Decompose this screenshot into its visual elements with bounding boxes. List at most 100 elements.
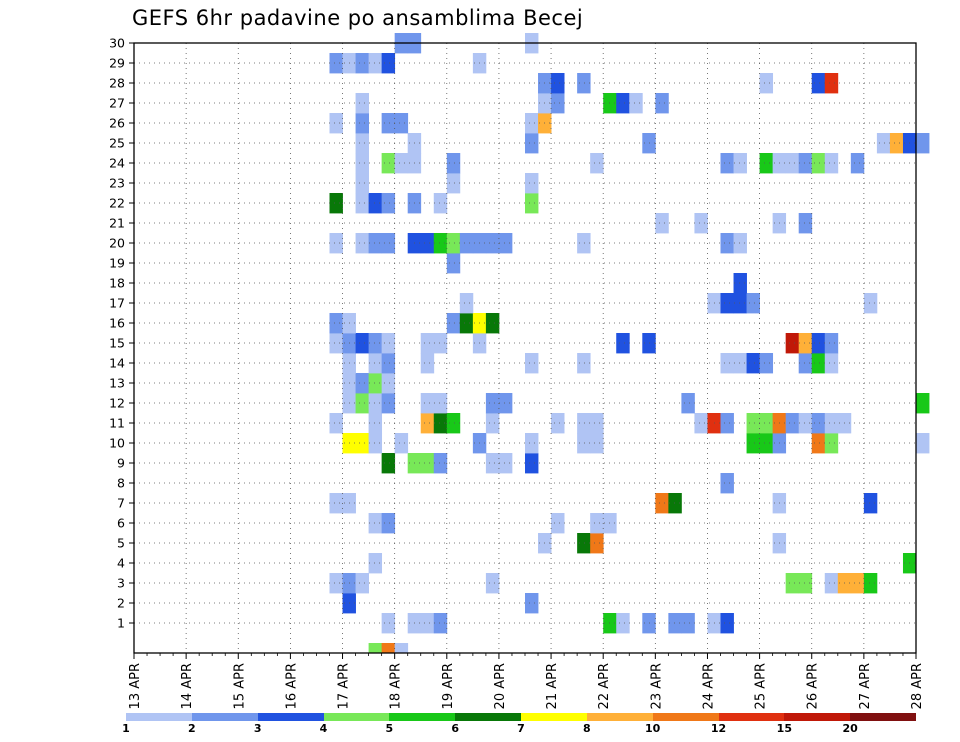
- heatmap-cell: [498, 393, 513, 414]
- x-tick-label: 25 APR: [754, 663, 769, 709]
- heatmap-cell: [433, 453, 448, 474]
- heatmap-cell: [720, 293, 734, 314]
- x-tick-label: 18 APR: [389, 663, 404, 709]
- x-tick-label: 27 APR: [858, 663, 873, 709]
- y-tick-label: 15: [109, 336, 125, 351]
- colorbar-label: 2: [188, 722, 196, 735]
- heatmap-cell: [577, 73, 591, 94]
- y-tick-label: 12: [109, 396, 125, 411]
- heatmap-cell: [681, 613, 695, 634]
- heatmap-cell: [525, 133, 539, 154]
- heatmap-cell: [590, 433, 604, 454]
- heatmap-cell: [355, 333, 369, 354]
- heatmap-cell: [381, 373, 396, 394]
- colorbar-label: 5: [385, 722, 394, 735]
- heatmap-cell: [355, 133, 369, 154]
- heatmap-cell: [485, 413, 500, 434]
- y-tick-label: 19: [109, 256, 125, 271]
- y-tick-label: 23: [109, 176, 125, 191]
- y-tick-label: 8: [117, 476, 125, 491]
- heatmap-cell: [329, 193, 343, 214]
- x-tick-label: 14 APR: [180, 663, 195, 709]
- heatmap-cell: [824, 433, 839, 454]
- heatmap-cell: [485, 313, 500, 334]
- heatmap-cell: [355, 153, 369, 174]
- heatmap-cell: [551, 93, 565, 114]
- y-tick-label: 17: [109, 296, 125, 311]
- heatmap-cell: [720, 353, 734, 374]
- heatmap-cell: [616, 93, 630, 114]
- y-tick-label: 29: [109, 56, 125, 71]
- x-tick-label: 28 APR: [910, 663, 925, 709]
- y-tick-label: 13: [109, 376, 125, 391]
- heatmap-cell: [420, 613, 435, 634]
- heatmap-cell: [329, 573, 343, 594]
- heatmap-cell: [577, 233, 591, 254]
- heatmap-cell: [681, 393, 695, 414]
- heatmap-cell: [759, 413, 774, 434]
- heatmap-cell: [746, 293, 760, 314]
- heatmap-cell: [577, 353, 591, 374]
- heatmap-cell: [485, 573, 500, 594]
- x-tick-label: 26 APR: [806, 663, 821, 709]
- heatmap-cell: [577, 433, 591, 454]
- heatmap-cell: [446, 153, 461, 174]
- heatmap-cell: [720, 613, 734, 634]
- colorbar-segment: [191, 713, 259, 721]
- heatmap-cell: [381, 393, 396, 414]
- heatmap-cell: [355, 233, 369, 254]
- heatmap-cell: [525, 593, 539, 614]
- heatmap-cell: [420, 353, 435, 374]
- heatmap-cell: [329, 413, 343, 434]
- colorbar-segment: [323, 713, 390, 721]
- heatmap-cell: [733, 273, 747, 294]
- y-tick-label: 9: [117, 456, 125, 471]
- y-tick-label: 3: [117, 576, 125, 591]
- heatmap-cell: [381, 453, 396, 474]
- y-tick-label: 30: [109, 36, 125, 51]
- heatmap-cell: [785, 413, 800, 434]
- heatmap-cell: [577, 533, 591, 554]
- heatmap-cell: [590, 413, 604, 434]
- heatmap-cell: [850, 153, 865, 174]
- heatmap-cell: [525, 453, 539, 474]
- heatmap-cell: [798, 353, 813, 374]
- heatmap-cell: [733, 353, 747, 374]
- x-tick-label: 13 APR: [128, 663, 143, 709]
- heatmap-cell: [655, 213, 669, 234]
- heatmap-cell: [446, 313, 461, 334]
- heatmap-cell: [824, 153, 839, 174]
- y-tick-label: 11: [109, 416, 125, 431]
- heatmap-cell: [876, 133, 891, 154]
- y-tick-label: 20: [109, 236, 125, 251]
- heatmap-cell: [394, 113, 409, 134]
- heatmap-cell: [446, 253, 461, 274]
- heatmap-cell: [498, 453, 513, 474]
- heatmap-cell: [525, 113, 539, 134]
- heatmap-cell: [824, 333, 839, 354]
- heatmap-cell: [446, 173, 461, 194]
- heatmap-cell: [394, 433, 409, 454]
- heatmap-cell: [746, 353, 760, 374]
- heatmap-cell: [355, 93, 369, 114]
- heatmap-cell: [850, 573, 865, 594]
- heatmap-cell: [368, 193, 383, 214]
- heatmap-cell: [381, 233, 396, 254]
- heatmap-cell: [733, 233, 747, 254]
- heatmap-cell: [329, 313, 343, 334]
- heatmap-cell: [420, 233, 435, 254]
- heatmap-cell: [785, 153, 800, 174]
- heatmap-cell: [668, 613, 682, 634]
- heatmap-cell: [798, 153, 813, 174]
- heatmap-cell: [368, 513, 383, 534]
- heatmap-cell: [433, 393, 448, 414]
- colorbar-segment: [718, 713, 785, 721]
- heatmap-cell: [433, 613, 448, 634]
- heatmap-cell: [616, 333, 630, 354]
- colorbar-label: 6: [451, 722, 459, 735]
- heatmap-cell: [368, 353, 383, 374]
- heatmap-cell: [355, 173, 369, 194]
- heatmap-cell: [590, 533, 604, 554]
- y-tick-label: 18: [109, 276, 125, 291]
- heatmap-cell: [368, 413, 383, 434]
